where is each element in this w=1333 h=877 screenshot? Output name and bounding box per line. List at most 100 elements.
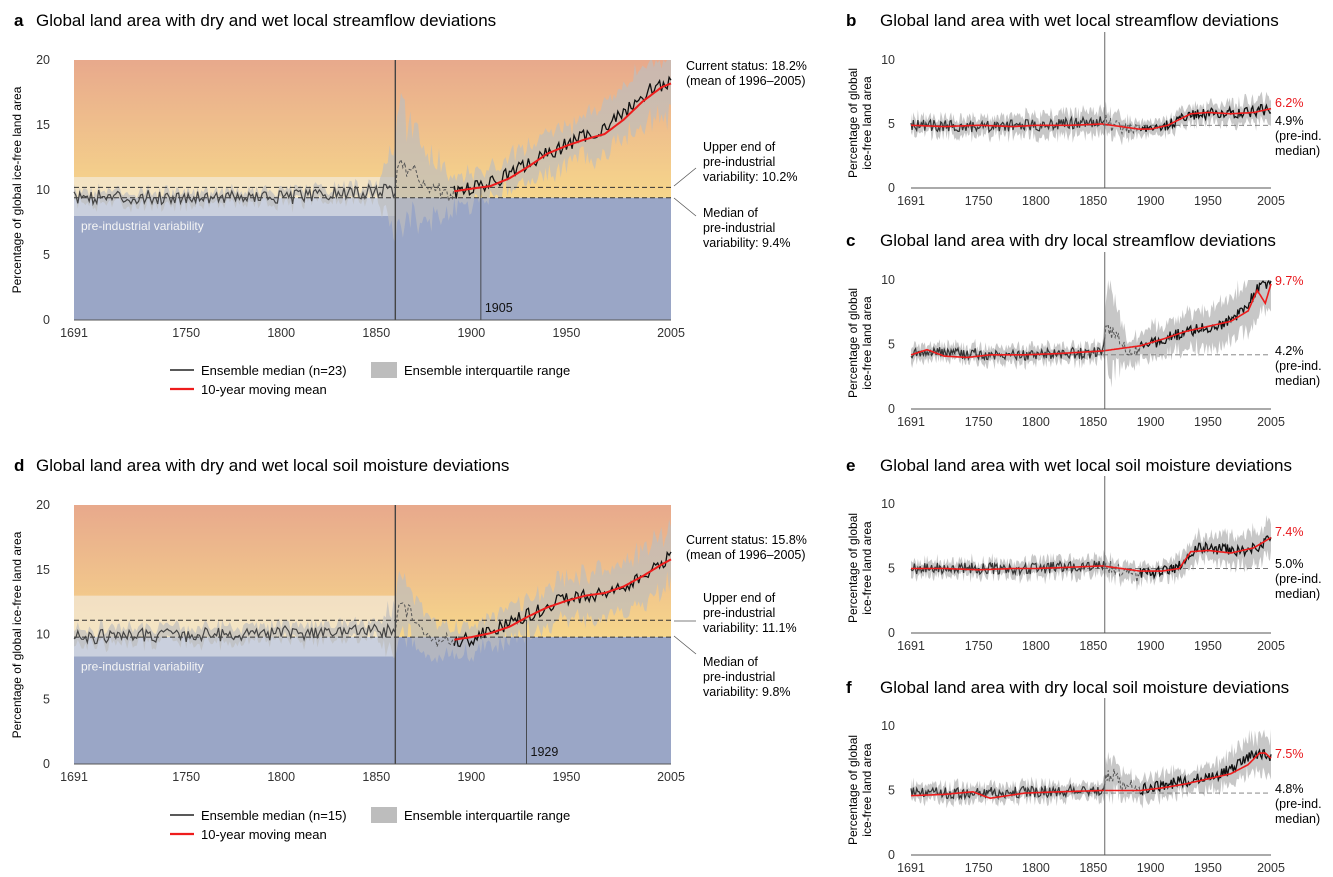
panel-e-x-tick-1900: 1900 [1137, 639, 1165, 653]
panel-c-x-tick-1691: 1691 [897, 415, 925, 429]
panel-e-median-line-transition [1104, 561, 1141, 583]
panel-b-title: Global land area with wet local streamfl… [880, 11, 1279, 30]
panel-a-upper-line-2: pre-industrial [703, 155, 775, 169]
panel-b-x-tick-2005: 2005 [1257, 194, 1285, 208]
panel-f-x-tick-1800: 1800 [1022, 861, 1050, 875]
panel-e-median-line-1: 5.0% [1275, 557, 1304, 571]
panel-f-x-tick-1950: 1950 [1194, 861, 1222, 875]
panel-a-moving-mean-line [454, 82, 672, 193]
panel-d-plot: pre-industrial variability 1929 1691 1750 18… [36, 498, 685, 784]
panel-a-status-line-2: (mean of 1996–2005) [686, 74, 806, 88]
panel-a-x-tick-1900: 1900 [457, 326, 485, 340]
panel-c-median-line-2: (pre-ind. [1275, 359, 1322, 373]
panel-d-median-line-modern [453, 550, 672, 648]
panel-d-title: Global land area with dry and wet local … [36, 456, 509, 475]
panel-a-x-tick-1691: 1691 [60, 326, 88, 340]
panel-a-median-line-3: variability: 9.4% [703, 236, 791, 250]
panel-c-y-tick-0: 0 [888, 402, 895, 416]
panel-c-iqr-modern [1104, 280, 1271, 388]
panel-e-plot: 1691 1750 1800 1850 1900 1950 2005 0 5 10 [881, 476, 1285, 653]
panel-e-y-tick-10: 10 [881, 497, 895, 511]
panel-e-x-tick-1800: 1800 [1022, 639, 1050, 653]
panel-c-title: Global land area with dry local streamfl… [880, 231, 1276, 250]
panel-d-y-tick-15: 15 [36, 563, 50, 577]
panel-d-moving-mean-line [454, 558, 672, 641]
panel-b-median-line-1: 4.9% [1275, 114, 1304, 128]
legend-d-moving-mean-label: 10-year moving mean [201, 827, 327, 842]
panel-d-status-line-1: Current status: 15.8% [686, 533, 807, 547]
panel-a-ylabel: Percentage of global ice-free land area [10, 86, 24, 293]
panel-b-y-tick-5: 5 [888, 117, 895, 131]
legend-d: Ensemble median (n=15) 10-year moving me… [170, 807, 570, 842]
panel-f-median-line-3: median) [1275, 812, 1320, 826]
panel-d-y-tick-5: 5 [43, 692, 50, 706]
panel-d-status-line-2: (mean of 1996–2005) [686, 548, 806, 562]
panel-c: c Global land area with dry local stream… [846, 231, 1322, 429]
panel-b-x-tick-1800: 1800 [1022, 194, 1050, 208]
panel-f-ylabel-line-2: ice-free land area [860, 743, 874, 837]
panel-d-iqr-preindustrial [74, 600, 396, 659]
panel-e-x-tick-1691: 1691 [897, 639, 925, 653]
panel-a-plot: pre-industrial variability 1905 1691 1750 18… [36, 53, 685, 340]
panel-a-wet-zone [74, 60, 671, 198]
panel-e-y-tick-5: 5 [888, 562, 895, 576]
panel-e-x-tick-2005: 2005 [1257, 639, 1285, 653]
panel-f-value-label: 7.5% [1275, 747, 1304, 761]
panel-f-y-tick-5: 5 [888, 784, 895, 798]
panel-letter-d: d [14, 456, 24, 475]
panel-letter-b: b [846, 11, 856, 30]
panel-a: a Global land area with dry and wet loca… [10, 11, 807, 340]
panel-d-upper-line-3: variability: 11.1% [703, 621, 797, 635]
panel-e-median-line-preindustrial [910, 559, 1106, 577]
legend-a: Ensemble median (n=23) 10-year moving me… [170, 362, 570, 397]
panel-c-x-tick-1750: 1750 [965, 415, 993, 429]
panel-a-median-line-1: Median of [703, 206, 758, 220]
panel-f-iqr-modern [1104, 729, 1271, 809]
panel-c-x-tick-2005: 2005 [1257, 415, 1285, 429]
panel-b-y-tick-10: 10 [881, 53, 895, 67]
legend-d-iqr-label: Ensemble interquartile range [404, 808, 570, 823]
panel-c-y-tick-5: 5 [888, 338, 895, 352]
panel-b-ylabel-line-2: ice-free land area [860, 76, 874, 170]
panel-d-x-tick-1800: 1800 [267, 770, 295, 784]
panel-d-median-line-2: pre-industrial [703, 670, 775, 684]
panel-b-median-line-modern [1139, 103, 1272, 132]
panel-f-y-tick-0: 0 [888, 848, 895, 862]
panel-d-band-label: pre-industrial variability [81, 660, 204, 674]
panel-e-x-tick-1950: 1950 [1194, 639, 1222, 653]
panel-e-title: Global land area with wet local soil moi… [880, 456, 1292, 475]
panel-e-moving-mean-line [911, 536, 1272, 572]
panel-e-x-tick-1750: 1750 [965, 639, 993, 653]
panel-e-median-line-2: (pre-ind. [1275, 572, 1322, 586]
panel-f: f Global land area with dry local soil m… [846, 678, 1322, 875]
panel-f-x-tick-2005: 2005 [1257, 861, 1285, 875]
panel-c-median-line-1: 4.2% [1275, 344, 1304, 358]
panel-d-iqr-modern [395, 519, 671, 664]
panel-letter-e: e [846, 456, 855, 475]
panel-d-upper-line-2: pre-industrial [703, 606, 775, 620]
panel-b-median-line-3: median) [1275, 144, 1320, 158]
panel-a-x-tick-1800: 1800 [267, 326, 295, 340]
panel-e-x-tick-1850: 1850 [1079, 639, 1107, 653]
panel-e-value-label: 7.4% [1275, 525, 1304, 539]
panel-f-x-tick-1750: 1750 [965, 861, 993, 875]
panel-b-ylabel-line-1: Percentage of global [846, 68, 860, 178]
panel-d-x-tick-1691: 1691 [60, 770, 88, 784]
panel-f-title: Global land area with dry local soil moi… [880, 678, 1289, 697]
panel-d-upper-line-1: Upper end of [703, 591, 776, 605]
panel-c-iqr-preindustrial [911, 314, 1105, 371]
panel-b-moving-mean-line [911, 107, 1272, 130]
panel-c-median-line-modern [1139, 279, 1272, 349]
panel-f-plot: 1691 1750 1800 1850 1900 1950 2005 0 5 10 [881, 698, 1285, 875]
panel-c-x-tick-1900: 1900 [1137, 415, 1165, 429]
panel-f-y-tick-10: 10 [881, 719, 895, 733]
panel-f-ylabel-line-1: Percentage of global [846, 735, 860, 845]
panel-a-status-line-1: Current status: 18.2% [686, 59, 807, 73]
panel-d-x-tick-1900: 1900 [457, 770, 485, 784]
legend-a-moving-mean-label: 10-year moving mean [201, 382, 327, 397]
panel-c-ylabel-line-2: ice-free land area [860, 296, 874, 390]
panel-a-dry-zone [74, 197, 671, 320]
panel-a-x-tick-1750: 1750 [172, 326, 200, 340]
panel-d-median-line-preindustrial [73, 622, 396, 645]
legend-a-iqr-label: Ensemble interquartile range [404, 363, 570, 378]
